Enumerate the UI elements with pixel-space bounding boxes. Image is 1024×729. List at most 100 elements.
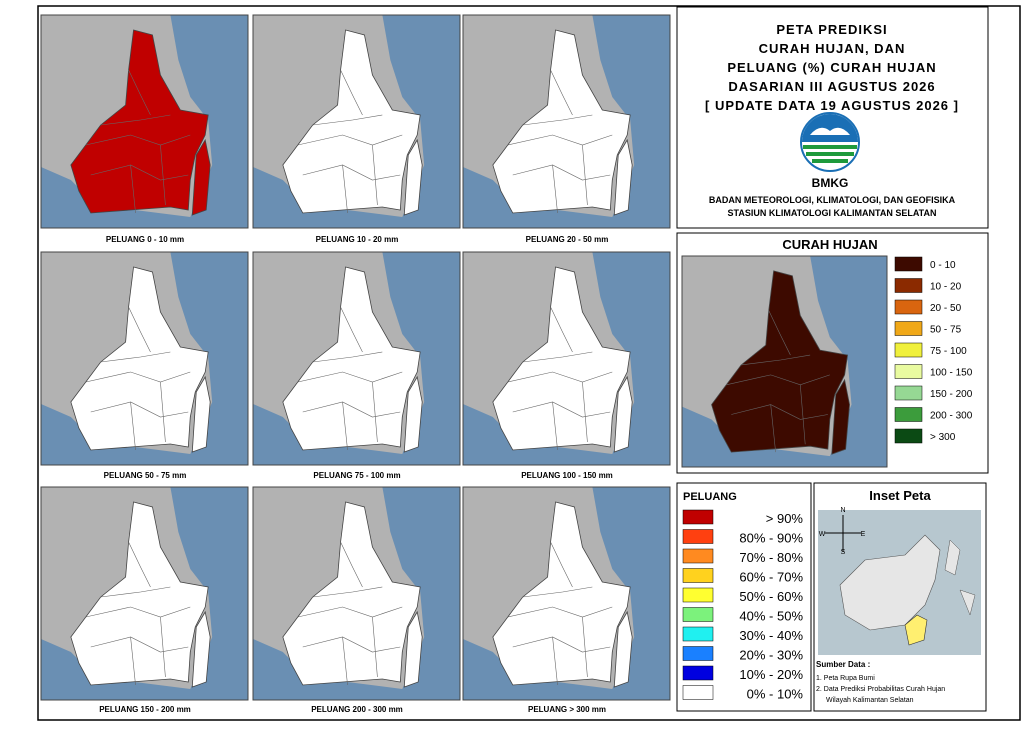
sea [682, 256, 887, 467]
boundaries [507, 541, 613, 686]
legend-swatch [894, 256, 923, 272]
map-frame [462, 251, 671, 466]
island [831, 378, 850, 455]
panel-label: PELUANG 75 - 100 mm [313, 471, 400, 480]
island [191, 138, 211, 216]
legend-label: 20 - 50 [930, 303, 962, 314]
boundaries [297, 306, 403, 451]
legend-swatch [894, 321, 923, 336]
source-title: Sumber Data : [816, 660, 870, 669]
title-line: PETA PREDIKSI [776, 22, 887, 37]
province [70, 29, 209, 214]
boundaries [85, 69, 191, 214]
sea [253, 487, 460, 700]
map-frame [252, 251, 461, 466]
legend-label: 80% - 90% [739, 531, 803, 546]
peluang-box [676, 482, 812, 712]
source-line: Wilayah Kalimantan Selatan [826, 697, 914, 704]
panel-map [462, 251, 671, 466]
sea [463, 252, 670, 465]
legend-label: 0 - 10 [930, 260, 956, 271]
legend-label: 0% - 10% [747, 687, 804, 702]
panel-label: PELUANG > 300 mm [528, 705, 606, 714]
panel-map [462, 486, 671, 701]
island [403, 610, 423, 688]
legend-swatch [682, 607, 714, 622]
province [711, 270, 849, 453]
legend-swatch [894, 342, 923, 358]
boundaries [85, 541, 191, 686]
boundaries [507, 306, 613, 451]
legend-label: 70% - 80% [739, 550, 803, 565]
legend-swatch [682, 587, 714, 603]
outer-border [37, 5, 1021, 721]
panel-map [252, 14, 461, 229]
compass-letter: S [841, 549, 846, 556]
compass-letter: N [840, 507, 845, 514]
boundaries [507, 69, 613, 214]
legend-label: 100 - 150 [930, 368, 973, 379]
source-line: 2. Data Prediksi Probabilitas Curah Huja… [816, 686, 945, 693]
province [492, 29, 631, 214]
legend-swatch [894, 407, 923, 422]
panel-label: PELUANG 150 - 200 mm [99, 705, 191, 714]
panel-map [462, 14, 671, 229]
agency-line: BADAN METEOROLOGI, KLIMATOLOGI, DAN GEOF… [709, 195, 956, 205]
inset-map [818, 510, 981, 655]
island [613, 138, 633, 216]
boundaries [297, 69, 403, 214]
legend-label: 50% - 60% [739, 589, 803, 604]
island [403, 375, 423, 453]
legend-swatch [682, 548, 714, 564]
map-frame [40, 486, 249, 701]
province [282, 501, 421, 686]
title-line: DASARIAN III AGUSTUS 2026 [728, 79, 935, 94]
legend-swatch [682, 685, 714, 700]
panel-label: PELUANG 0 - 10 mm [106, 235, 184, 244]
legend-label: > 90% [766, 511, 804, 526]
panel-map [40, 486, 249, 701]
panel-label: PELUANG 20 - 50 mm [526, 235, 609, 244]
legend-swatch [682, 626, 714, 642]
title-line: CURAH HUJAN, DAN [759, 41, 906, 56]
legend-label: 60% - 70% [739, 570, 803, 585]
map-frame [681, 255, 888, 468]
panel-map [40, 251, 249, 466]
curah-map [681, 255, 888, 468]
boundaries [297, 541, 403, 686]
legend-swatch [894, 278, 923, 293]
province [282, 266, 421, 451]
compass-letter: W [819, 531, 826, 538]
island [613, 610, 633, 688]
legend-swatch [894, 385, 923, 401]
province [70, 501, 209, 686]
legend-swatch [682, 568, 714, 583]
sea [253, 15, 460, 228]
province [70, 266, 209, 451]
island [403, 138, 423, 216]
panel-map [252, 251, 461, 466]
legend-label: 20% - 30% [739, 648, 803, 663]
map-frame [40, 251, 249, 466]
sea [41, 252, 249, 465]
legend-label: 200 - 300 [930, 411, 973, 422]
panel-map [40, 14, 249, 229]
peluang-title: PELUANG [683, 491, 737, 503]
legend-label: 40% - 50% [739, 609, 803, 624]
legend-swatch [682, 665, 714, 681]
legend-label: 50 - 75 [930, 325, 962, 336]
boundaries [726, 310, 830, 453]
title-line: [ UPDATE DATA 19 AGUSTUS 2026 ] [705, 98, 959, 113]
title-box [676, 6, 989, 229]
map-frame [462, 14, 671, 229]
sea [41, 15, 249, 228]
legend-label: 30% - 40% [739, 628, 803, 643]
panel-label: PELUANG 200 - 300 mm [311, 705, 403, 714]
source-line: 1. Peta Rupa Bumi [816, 675, 875, 682]
panel-label: PELUANG 50 - 75 mm [104, 471, 187, 480]
agency-line: STASIUN KLIMATOLOGI KALIMANTAN SELATAN [728, 208, 937, 218]
compass-letter: E [861, 531, 866, 538]
inset-box [813, 482, 987, 712]
curah-title: CURAH HUJAN [782, 237, 877, 252]
